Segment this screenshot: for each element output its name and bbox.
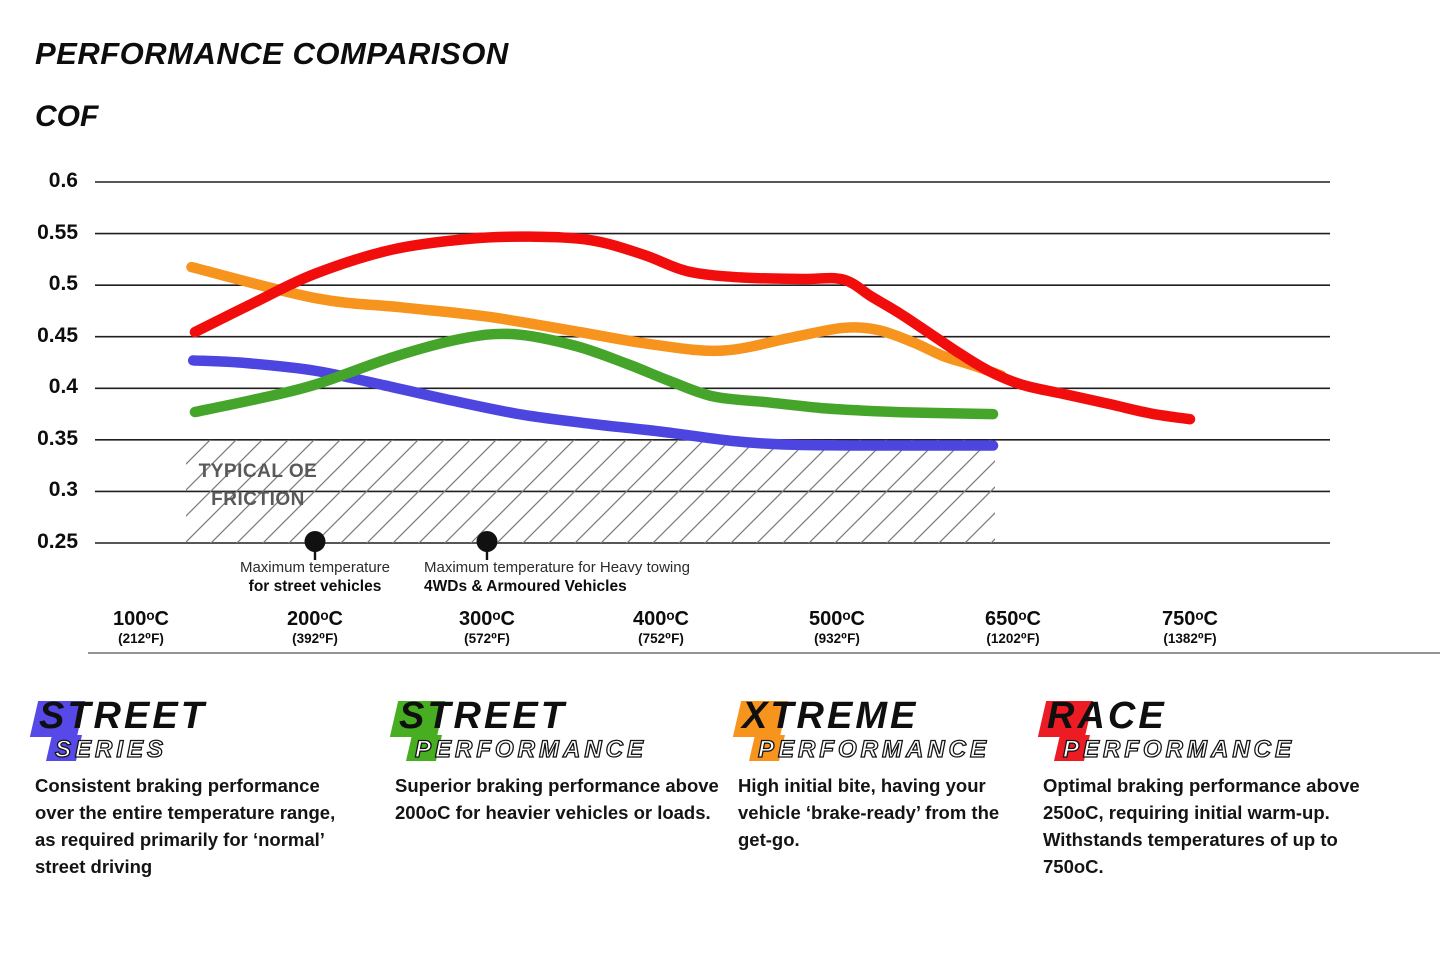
y-tick-label-0.6: 0.6 <box>48 169 78 192</box>
legend-description: High initial bite, having your vehicle ‘… <box>738 775 1000 850</box>
x-tick-celsius: 300ᵒC <box>458 608 515 630</box>
max-temp-annotation-1: Maximum temperature for Heavy towing 4WDs… <box>424 559 754 596</box>
x-tick-celsius: 750ᵒC <box>1161 608 1218 630</box>
x-tick-label-500: 500ᵒC (932⁰F) <box>752 608 922 647</box>
y-tick-label-0.55: 0.55 <box>37 220 78 244</box>
legend-street-performance: STREET PERFORMANCE Superior braking perfor… <box>389 695 720 823</box>
x-tick-fahrenheit: (1382⁰F) <box>1163 631 1217 646</box>
x-tick-label-100: 100ᵒC (212⁰F) <box>56 608 226 647</box>
typical-oe-friction-label-line1: TYPICAL OE <box>198 461 318 482</box>
x-tick-celsius: 100ᵒC <box>112 608 169 630</box>
max-temp-markers <box>304 531 498 560</box>
x-tick-fahrenheit: (752⁰F) <box>638 631 684 646</box>
x-tick-label-750: 750ᵒC (1382⁰F) <box>1105 608 1275 647</box>
logo-word1: RACE <box>1047 695 1167 737</box>
y-tick-label-0.25: 0.25 <box>37 530 78 553</box>
y-tick-label-0.5: 0.5 <box>48 272 78 296</box>
typical-oe-friction-label: TYPICAL OE FRICTION <box>178 458 338 514</box>
logo-word2: PERFORMANCE <box>1062 736 1296 763</box>
x-tick-fahrenheit: (1202⁰F) <box>986 631 1040 646</box>
separator-line <box>88 652 1440 654</box>
curve-race-performance <box>189 231 1196 425</box>
max-temp-dot-0 <box>304 531 326 552</box>
x-tick-fahrenheit: (212⁰F) <box>118 631 164 646</box>
max-temp-annotation-0: Maximum temperature for street vehicles <box>195 559 435 596</box>
max-temp-dot-1 <box>476 531 498 552</box>
x-tick-label-300: 300ᵒC (572⁰F) <box>402 608 572 647</box>
x-tick-fahrenheit: (392⁰F) <box>292 631 338 646</box>
x-tick-label-200: 200ᵒC (392⁰F) <box>230 608 400 647</box>
curve-xtreme-performance <box>186 261 1007 381</box>
series-curves <box>186 231 1196 451</box>
x-tick-celsius: 650ᵒC <box>984 608 1041 630</box>
y-axis-label: COF <box>35 100 99 133</box>
legend-street-series: STREET SERIES Consistent braking performan… <box>29 695 360 877</box>
x-tick-fahrenheit: (932⁰F) <box>814 631 860 646</box>
x-tick-celsius: 500ᵒC <box>808 608 865 630</box>
logo-xtreme-performance: XTREME PERFORMANCE <box>732 695 1023 772</box>
logo-street-performance: STREET PERFORMANCE <box>389 695 720 772</box>
logo-street-series: STREET SERIES <box>29 695 360 772</box>
legend-description: Optimal braking performance above 250oC,… <box>1043 775 1360 877</box>
legend-xtreme-performance: XTREME PERFORMANCE High initial bite, havi… <box>732 695 1023 850</box>
y-tick-label-0.45: 0.45 <box>37 323 78 347</box>
logo-word2: SERIES <box>54 736 168 763</box>
annotation-line2: 4WDs & Armoured Vehicles <box>424 577 627 595</box>
y-tick-label-0.35: 0.35 <box>37 426 78 450</box>
logo-word1: STREET <box>39 695 207 737</box>
logo-word2: PERFORMANCE <box>414 736 648 763</box>
oe-friction-hatch <box>186 439 995 543</box>
legend-description: Consistent braking performance over the … <box>35 775 336 877</box>
logo-word1: XTREME <box>742 695 919 737</box>
legend-description: Superior braking performance above 200oC… <box>395 775 719 823</box>
y-tick-label-0.4: 0.4 <box>48 375 78 399</box>
annotation-line1: Maximum temperature for Heavy towing <box>424 559 690 576</box>
logo-word1: STREET <box>399 695 567 737</box>
curve-street-series <box>187 355 999 451</box>
annotation-line1: Maximum temperature <box>239 559 391 576</box>
typical-oe-friction-zone <box>186 439 995 543</box>
y-tick-label-0.3: 0.3 <box>48 478 78 502</box>
logo-word2: PERFORMANCE <box>757 736 991 763</box>
typical-oe-friction-label-line2: FRICTION <box>211 489 305 510</box>
page-title: PERFORMANCE COMPARISON <box>35 36 509 71</box>
x-tick-celsius: 400ᵒC <box>632 608 689 630</box>
x-tick-label-400: 400ᵒC (752⁰F) <box>576 608 746 647</box>
x-tick-fahrenheit: (572⁰F) <box>464 631 510 646</box>
x-tick-celsius: 200ᵒC <box>286 608 343 630</box>
curve-street-performance <box>189 328 999 420</box>
annotation-line2: for street vehicles <box>248 577 382 595</box>
logo-race-performance: RACE PERFORMANCE <box>1037 695 1373 772</box>
x-tick-label-650: 650ᵒC (1202⁰F) <box>928 608 1098 647</box>
legend-race-performance: RACE PERFORMANCE Optimal braking performan… <box>1037 695 1373 877</box>
